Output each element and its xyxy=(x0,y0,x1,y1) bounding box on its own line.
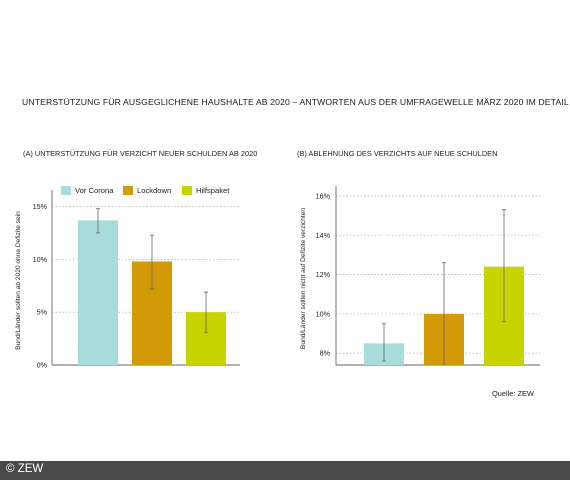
y-tick-label: 15% xyxy=(33,202,48,211)
panel-b-letter: (B) xyxy=(297,149,307,158)
page-title: UNTERSTÜTZUNG FÜR AUSGEGLICHENE HAUSHALT… xyxy=(22,97,569,107)
y-tick-label: 10% xyxy=(33,255,48,264)
y-axis-title: Bund/Länder sollten ab 2020 ohne Defizit… xyxy=(15,211,22,350)
panel-a-heading: UNTERSTÜTZUNG FÜR VERZICHT NEUER SCHULDE… xyxy=(34,149,258,158)
bar-vor-corona xyxy=(78,220,118,365)
source-note: Quelle: ZEW xyxy=(492,389,534,398)
y-tick-label: 0% xyxy=(37,361,48,370)
panel-a-letter: (A) xyxy=(23,149,33,158)
y-tick-label: 10% xyxy=(316,309,331,318)
y-tick-label: 5% xyxy=(37,308,48,317)
legend-label-hilfspaket: Hilfspaket xyxy=(196,186,230,195)
legend-swatch-lockdown xyxy=(123,186,133,195)
panel-a-title: (A) UNTERSTÜTZUNG FÜR VERZICHT NEUER SCH… xyxy=(23,149,257,158)
y-tick-label: 14% xyxy=(316,231,331,240)
panel-b-heading: ABLEHNUNG DES VERZICHTS AUF NEUE SCHULDE… xyxy=(308,149,498,158)
legend-label-vor-corona: Vor Corona xyxy=(75,186,114,195)
y-tick-label: 8% xyxy=(320,349,331,358)
y-axis-title: Bund/Länder sollten nicht auf Defizite v… xyxy=(300,208,307,349)
legend-swatch-hilfspaket xyxy=(182,186,192,195)
legend-label-lockdown: Lockdown xyxy=(137,186,172,195)
y-tick-label: 16% xyxy=(316,191,331,200)
copyright-label: © ZEW xyxy=(6,463,44,475)
panel-b-title: (B) ABLEHNUNG DES VERZICHTS AUF NEUE SCH… xyxy=(297,149,497,158)
legend-swatch-vor-corona xyxy=(61,186,71,195)
footer-bar: © ZEW xyxy=(0,461,570,480)
y-tick-label: 12% xyxy=(316,270,331,279)
